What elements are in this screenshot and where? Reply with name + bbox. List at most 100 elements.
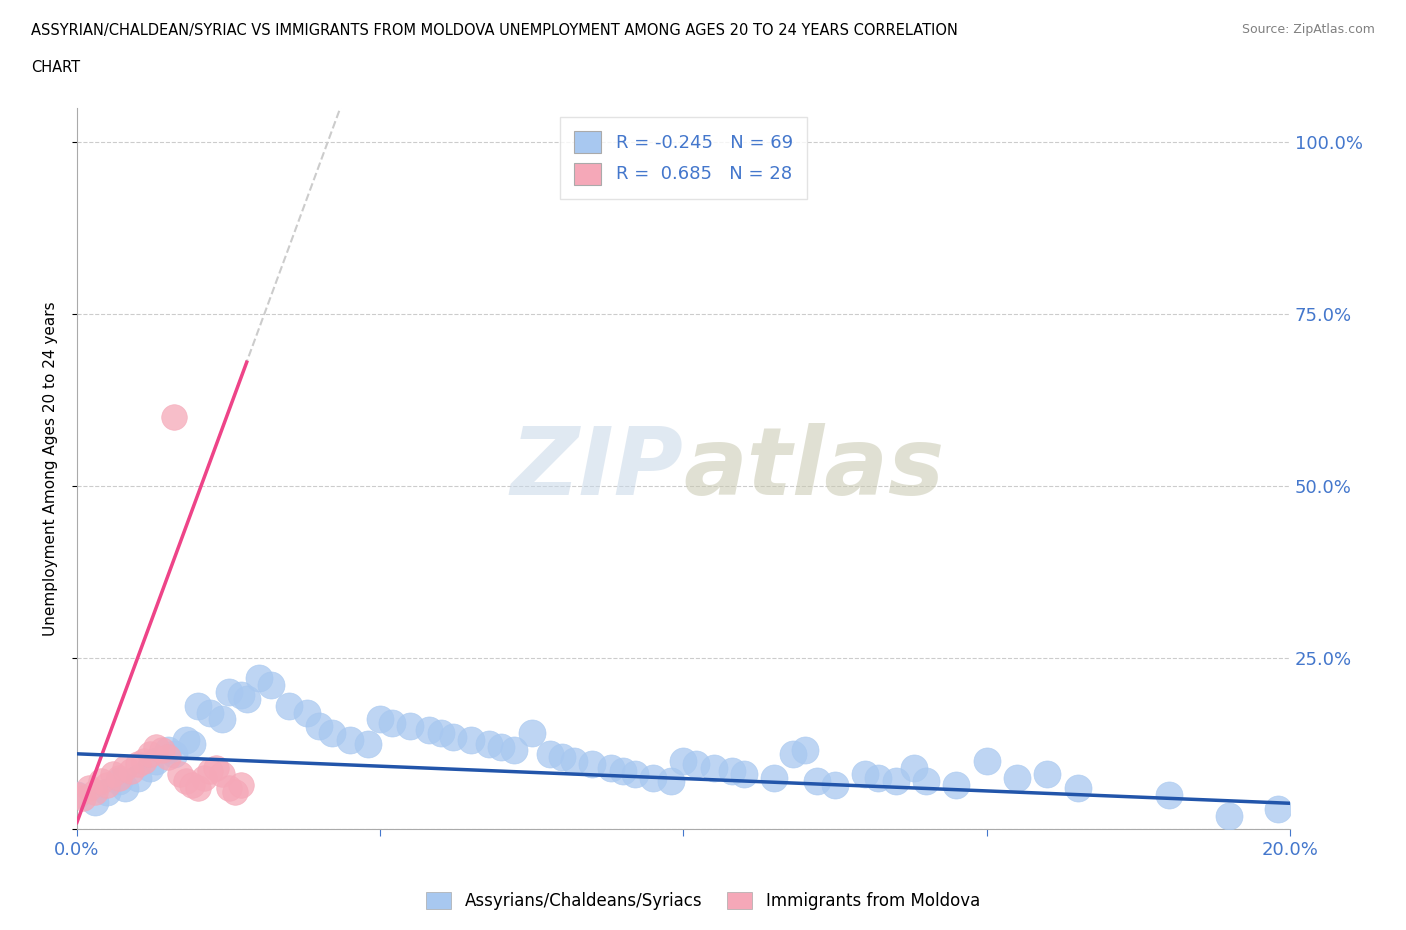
Point	[903, 760, 925, 775]
Point	[884, 774, 907, 789]
Point	[976, 753, 998, 768]
Point	[538, 747, 561, 762]
Legend: Assyrians/Chaldeans/Syriacs, Immigrants from Moldova: Assyrians/Chaldeans/Syriacs, Immigrants …	[419, 885, 987, 917]
Point	[685, 757, 707, 772]
Text: CHART: CHART	[31, 60, 80, 75]
Point	[520, 725, 543, 740]
Point	[659, 774, 682, 789]
Point	[103, 767, 125, 782]
Point	[211, 712, 233, 727]
Point	[138, 747, 160, 762]
Point	[193, 770, 215, 785]
Point	[84, 784, 107, 799]
Point	[163, 410, 186, 425]
Point	[562, 753, 585, 768]
Point	[1157, 788, 1180, 803]
Point	[127, 757, 149, 772]
Text: Source: ZipAtlas.com: Source: ZipAtlas.com	[1241, 23, 1375, 36]
Point	[793, 743, 815, 758]
Point	[460, 733, 482, 748]
Point	[181, 777, 204, 792]
Point	[581, 757, 603, 772]
Point	[824, 777, 846, 792]
Point	[156, 750, 179, 764]
Point	[96, 784, 118, 799]
Point	[77, 780, 100, 795]
Point	[763, 770, 786, 785]
Text: ASSYRIAN/CHALDEAN/SYRIAC VS IMMIGRANTS FROM MOLDOVA UNEMPLOYMENT AMONG AGES 20 T: ASSYRIAN/CHALDEAN/SYRIAC VS IMMIGRANTS F…	[31, 23, 957, 38]
Point	[1067, 780, 1090, 795]
Point	[211, 767, 233, 782]
Point	[624, 767, 647, 782]
Point	[174, 774, 197, 789]
Point	[66, 788, 89, 803]
Text: atlas: atlas	[683, 423, 945, 514]
Point	[321, 725, 343, 740]
Point	[491, 739, 513, 754]
Point	[200, 764, 222, 778]
Point	[1005, 770, 1028, 785]
Point	[169, 767, 191, 782]
Point	[138, 760, 160, 775]
Point	[218, 684, 240, 699]
Y-axis label: Unemployment Among Ages 20 to 24 years: Unemployment Among Ages 20 to 24 years	[44, 301, 58, 636]
Point	[278, 698, 301, 713]
Point	[502, 743, 524, 758]
Point	[297, 705, 319, 720]
Point	[235, 691, 257, 706]
Point	[1218, 808, 1240, 823]
Point	[782, 747, 804, 762]
Point	[205, 760, 228, 775]
Point	[945, 777, 967, 792]
Point	[108, 770, 131, 785]
Point	[145, 739, 167, 754]
Point	[84, 794, 107, 809]
Point	[643, 770, 665, 785]
Point	[260, 678, 283, 693]
Point	[339, 733, 361, 748]
Point	[478, 736, 501, 751]
Point	[187, 698, 209, 713]
Point	[200, 705, 222, 720]
Point	[121, 764, 143, 778]
Point	[108, 774, 131, 789]
Point	[866, 770, 889, 785]
Point	[229, 688, 252, 703]
Point	[357, 736, 380, 751]
Point	[218, 780, 240, 795]
Point	[308, 719, 330, 734]
Point	[441, 729, 464, 744]
Point	[181, 736, 204, 751]
Point	[174, 733, 197, 748]
Point	[703, 760, 725, 775]
Point	[721, 764, 744, 778]
Point	[163, 747, 186, 762]
Point	[187, 780, 209, 795]
Point	[1267, 802, 1289, 817]
Point	[127, 770, 149, 785]
Point	[114, 780, 136, 795]
Point	[90, 774, 112, 789]
Point	[114, 760, 136, 775]
Point	[1036, 767, 1059, 782]
Point	[368, 712, 391, 727]
Point	[672, 753, 695, 768]
Point	[132, 753, 155, 768]
Point	[381, 715, 404, 730]
Point	[806, 774, 828, 789]
Point	[150, 743, 173, 758]
Point	[612, 764, 634, 778]
Point	[399, 719, 422, 734]
Point	[247, 671, 270, 685]
Point	[599, 760, 621, 775]
Point	[145, 753, 167, 768]
Point	[855, 767, 877, 782]
Point	[551, 750, 574, 764]
Text: ZIP: ZIP	[510, 423, 683, 514]
Point	[430, 725, 453, 740]
Point	[224, 784, 246, 799]
Point	[229, 777, 252, 792]
Legend: R = -0.245   N = 69, R =  0.685   N = 28: R = -0.245 N = 69, R = 0.685 N = 28	[560, 117, 807, 199]
Point	[72, 791, 94, 806]
Point	[733, 767, 755, 782]
